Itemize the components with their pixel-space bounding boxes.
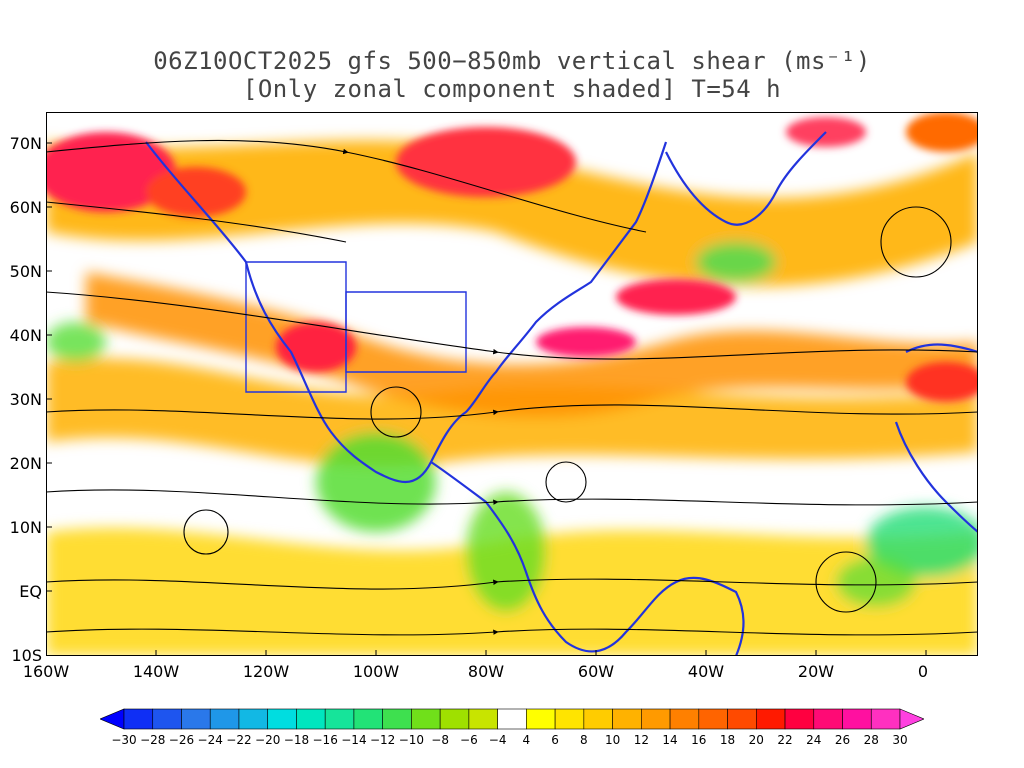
colorbar-swatch <box>583 708 613 730</box>
streamlines <box>46 139 978 636</box>
x-tick-label: 0 <box>917 662 929 681</box>
colorbar-label: 12 <box>633 733 649 747</box>
x-tick-label: 40W <box>687 662 725 681</box>
colorbar-swatch <box>813 708 843 730</box>
colorbar-label: −30 <box>111 733 137 747</box>
y-tick-label: 60N <box>9 198 42 217</box>
colorbar-label: −16 <box>312 733 338 747</box>
chart-subtitle: [Only zonal component shaded] T=54 h <box>242 75 782 103</box>
x-tick-label: 80W <box>467 662 505 681</box>
colorbar-swatch <box>526 708 556 730</box>
chart-title: 06Z10OCT2025 gfs 500−850mb vertical shea… <box>153 47 871 75</box>
colorbar-swatch <box>842 708 872 730</box>
colorbar-label: 10 <box>604 733 621 747</box>
map-frame <box>46 112 978 656</box>
colorbar-swatch <box>755 708 786 730</box>
colorbar-swatch <box>353 708 383 730</box>
y-tick-label: 50N <box>9 262 42 281</box>
colorbar-swatch <box>238 708 269 730</box>
colorbar-label: 22 <box>777 733 793 747</box>
colorbar-label: −28 <box>140 733 166 747</box>
x-tick-label: 20W <box>797 662 835 681</box>
colorbar-label: −6 <box>460 733 478 747</box>
colorbar-label: −10 <box>398 733 425 747</box>
colorbar-label: 8 <box>580 733 588 747</box>
colorbar-label: −20 <box>255 733 281 747</box>
colorbar-swatch <box>641 708 671 730</box>
x-tick-label: 160W <box>22 662 70 681</box>
colorbar-label: 14 <box>662 733 678 747</box>
y-tick-label: 70N <box>9 134 42 153</box>
colorbar-swatch <box>554 708 585 730</box>
x-tick-label: 60W <box>577 662 615 681</box>
colorbar-swatch <box>296 708 326 730</box>
colorbar-swatch <box>123 708 154 730</box>
colorbar-swatch <box>324 708 355 730</box>
colorbar-label: 16 <box>691 733 707 747</box>
colorbar-swatch <box>152 708 182 730</box>
colorbar-arrow-right <box>899 708 924 730</box>
colorbar-label: −12 <box>369 733 396 747</box>
y-tick-label: 30N <box>9 390 42 409</box>
colorbar-swatch <box>181 708 211 730</box>
colorbar-swatch <box>669 708 700 730</box>
colorbar-swatch <box>382 708 412 730</box>
colorbar-label: −18 <box>283 733 310 747</box>
colorbar-swatch <box>497 708 527 730</box>
colorbar-swatch <box>612 708 642 730</box>
colorbar-swatch <box>209 708 240 730</box>
colorbar-label: −22 <box>226 733 252 747</box>
shading-layer <box>46 140 978 656</box>
x-tick-label: 140W <box>132 662 180 681</box>
colorbar-swatch <box>439 708 470 730</box>
x-tick-label: 100W <box>352 662 400 681</box>
colorbar-label: −8 <box>431 733 449 747</box>
colorbar-label: 20 <box>748 733 764 747</box>
colorbar-label: 28 <box>863 733 879 747</box>
y-tick-label: 40N <box>9 326 42 345</box>
colorbar-swatch <box>411 708 441 730</box>
colorbar-swatch <box>870 708 901 730</box>
colorbar-swatch <box>727 708 757 730</box>
colorbar-label: 6 <box>551 733 559 747</box>
y-tick-label: EQ <box>19 582 42 601</box>
y-tick-label: 10N <box>9 518 42 537</box>
axis-ticks <box>46 142 927 656</box>
shear-map-panel <box>46 112 978 656</box>
colorbar-label: −14 <box>341 733 367 747</box>
colorbar-swatch <box>698 708 728 730</box>
colorbar-label: −24 <box>197 733 223 747</box>
y-tick-label: 20N <box>9 454 42 473</box>
x-tick-label: 120W <box>242 662 290 681</box>
colorbar-swatch <box>784 708 815 730</box>
colorbar-label: 18 <box>719 733 736 747</box>
y-tick-label: 10S <box>11 646 42 665</box>
colorbar-label: 30 <box>892 733 908 747</box>
colorbar <box>100 708 924 730</box>
colorbar-label: 4 <box>522 733 531 747</box>
colorbar-label: −26 <box>168 733 195 747</box>
colorbar-swatch <box>267 708 297 730</box>
colorbar-label: 24 <box>806 733 822 747</box>
shading-max-layer <box>46 112 978 402</box>
colorbar-swatch <box>468 708 498 730</box>
colorbar-arrow-left <box>100 708 125 730</box>
colorbar-label: 26 <box>834 733 851 747</box>
colorbar-label: −4 <box>488 733 507 747</box>
